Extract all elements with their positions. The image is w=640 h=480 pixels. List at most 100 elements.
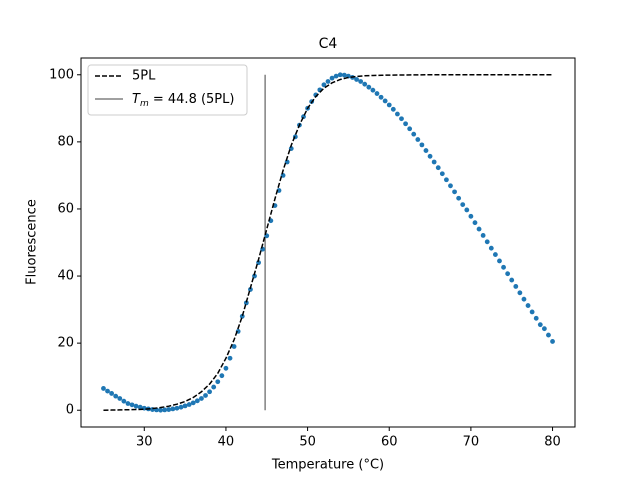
- data-point: [211, 384, 217, 390]
- legend-box: [87, 64, 248, 116]
- data-point: [505, 271, 511, 277]
- y-tick-label: 80: [57, 134, 74, 149]
- data-point: [439, 171, 445, 177]
- x-tick-label: 40: [218, 435, 235, 450]
- data-point: [411, 131, 417, 137]
- data-point: [215, 379, 221, 385]
- x-tick-label: 30: [136, 435, 153, 450]
- y-tick-label: 40: [57, 269, 74, 284]
- data-point: [174, 405, 180, 411]
- data-point: [374, 91, 380, 96]
- fit-line: [103, 74, 553, 411]
- data-point: [472, 220, 478, 226]
- data-point: [378, 94, 384, 100]
- data-point: [203, 393, 208, 398]
- legend-label-part: m: [140, 99, 149, 109]
- data-point: [427, 153, 433, 159]
- legend-label-part: = 44.8 (5PL): [149, 92, 235, 107]
- plot-area: 30 40 50 60 70 80 0 20 40 60 80 100: [49, 67, 561, 449]
- y-tick-label: 20: [57, 336, 74, 351]
- data-point: [403, 121, 408, 127]
- data-point: [529, 309, 535, 315]
- x-tick-label: 50: [299, 435, 316, 450]
- data-point: [227, 355, 233, 361]
- data-point: [105, 388, 110, 394]
- data-point: [129, 402, 135, 408]
- data-point: [448, 183, 453, 189]
- data-point: [178, 404, 184, 410]
- data-point: [170, 406, 176, 412]
- data-point: [395, 111, 400, 117]
- data-point: [162, 407, 168, 413]
- data-point: [541, 326, 547, 332]
- data-point: [509, 277, 515, 283]
- data-point: [435, 165, 441, 171]
- data-point: [133, 403, 139, 409]
- data-point: [223, 365, 229, 371]
- data-point: [399, 116, 404, 122]
- data-point: [521, 296, 527, 302]
- data-point: [117, 396, 123, 401]
- data-point: [390, 106, 396, 112]
- legend-label-part: T: [132, 92, 141, 107]
- legend-label: Tm = 44.8 (5PL): [132, 92, 234, 109]
- data-point: [443, 177, 449, 183]
- data-point: [166, 407, 172, 412]
- chart-title: C4: [319, 36, 338, 52]
- data-point: [480, 233, 486, 238]
- data-point: [501, 264, 506, 270]
- data-point: [419, 142, 425, 148]
- data-point: [113, 393, 119, 399]
- legend: 5PL Tm = 44.8 (5PL): [87, 64, 248, 116]
- data-point: [207, 389, 213, 395]
- data-point: [252, 273, 257, 279]
- y-tick-label: 0: [66, 403, 74, 418]
- data-point: [537, 322, 543, 328]
- data-point: [407, 126, 413, 132]
- data-point: [341, 72, 347, 78]
- data-point: [219, 373, 225, 379]
- data-point: [101, 386, 106, 391]
- x-tick-label: 60: [381, 435, 398, 450]
- data-point: [329, 75, 335, 81]
- y-tick-label: 100: [49, 67, 74, 82]
- data-point: [243, 300, 249, 306]
- data-point: [186, 402, 192, 407]
- data-point: [423, 148, 429, 153]
- data-point: [533, 315, 539, 321]
- data-point: [550, 339, 555, 344]
- data-point: [362, 81, 368, 87]
- x-tick-label: 80: [544, 435, 561, 450]
- data-point: [354, 77, 359, 82]
- data-point: [525, 303, 531, 308]
- data-point: [182, 403, 188, 409]
- axes-frame: [80, 57, 576, 428]
- data-point: [460, 202, 466, 207]
- data-point: [476, 226, 482, 232]
- data-point: [382, 98, 388, 104]
- data-point: [325, 79, 331, 84]
- data-point: [415, 137, 421, 142]
- data-point: [137, 404, 143, 410]
- data-point: [431, 159, 437, 165]
- data-point: [333, 73, 339, 79]
- data-point: [546, 332, 551, 338]
- data-point: [513, 284, 519, 289]
- x-axis-label: Temperature (°C): [271, 458, 384, 473]
- data-point: [125, 401, 131, 406]
- data-point: [386, 102, 392, 108]
- data-point: [158, 407, 164, 413]
- data-point: [321, 82, 327, 88]
- data-point: [488, 245, 494, 251]
- legend-label: 5PL: [132, 69, 156, 84]
- data-point: [337, 72, 343, 78]
- data-point: [464, 207, 470, 213]
- data-point: [468, 213, 474, 219]
- data-point: [190, 400, 196, 406]
- data-point: [231, 344, 237, 349]
- data-point: [492, 252, 498, 257]
- data-point: [370, 87, 376, 93]
- data-point: [109, 391, 115, 396]
- data-point: [248, 287, 253, 292]
